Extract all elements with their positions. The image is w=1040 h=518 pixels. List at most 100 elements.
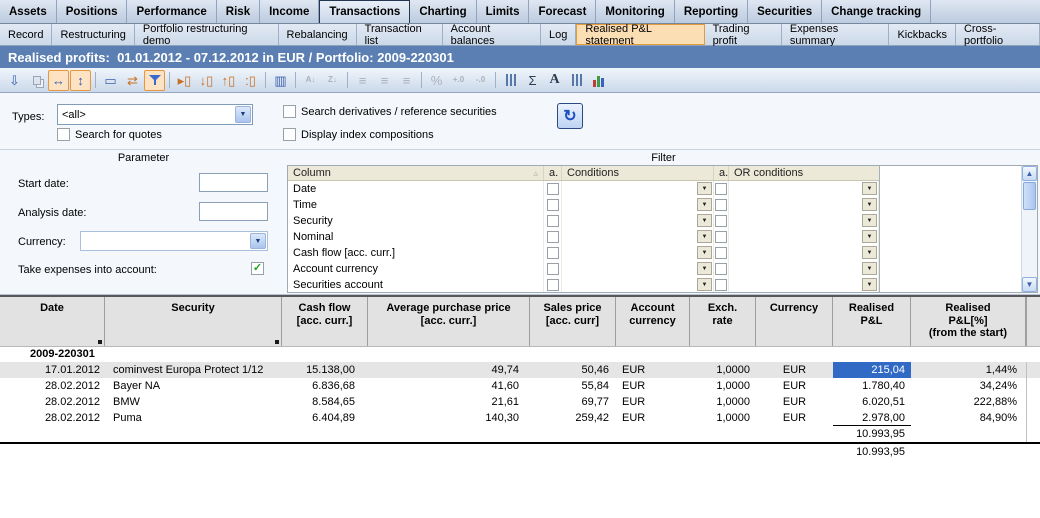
menu-item-positions[interactable]: Positions bbox=[57, 0, 128, 23]
and-checkbox[interactable] bbox=[546, 247, 559, 259]
menu-item-securities[interactable]: Securities bbox=[748, 0, 823, 23]
filter-header-or-conditions-4[interactable]: OR conditions bbox=[734, 167, 804, 179]
chevron-down-icon[interactable]: ▼ bbox=[250, 233, 266, 249]
tab-record[interactable]: Record bbox=[0, 24, 53, 45]
cell-date[interactable]: 28.02.2012 bbox=[44, 412, 100, 424]
cell-realised_pnl_pct[interactable]: 1,44% bbox=[911, 362, 1026, 378]
or-conditions-dropdown-icon[interactable]: ▼ bbox=[862, 198, 877, 211]
cell-account_currency[interactable]: EUR bbox=[622, 396, 646, 408]
display-index-option[interactable]: Display index compositions bbox=[283, 128, 434, 141]
cell-realised_pnl_pct[interactable]: 34,24% bbox=[979, 380, 1017, 392]
filter-row-cash-flow-acc-curr[interactable]: Cash flow [acc. curr.] ▼ ▼ bbox=[288, 245, 879, 261]
filter-header-column-0[interactable]: Column ▵ bbox=[288, 166, 544, 180]
tab-rebalancing[interactable]: Rebalancing bbox=[279, 24, 357, 45]
filter-row-time[interactable]: Time ▼ ▼ bbox=[288, 197, 879, 213]
filter-or-conditions-cell[interactable]: ▼ bbox=[729, 213, 879, 229]
filter-row-date[interactable]: Date ▼ ▼ bbox=[288, 181, 879, 197]
tab-expenses-summary[interactable]: Expenses summary bbox=[782, 23, 890, 47]
cell-cash_flow[interactable]: 6.404,89 bbox=[312, 412, 355, 424]
cell-currency[interactable]: EUR bbox=[756, 362, 833, 378]
types-dropdown[interactable]: <all> ▼ bbox=[57, 104, 253, 125]
filter-conditions-cell[interactable]: ▼ bbox=[562, 261, 714, 277]
cell-realised_pnl[interactable]: 6.020,51 bbox=[862, 396, 905, 408]
filter-row-account-currency[interactable]: Account currency ▼ ▼ bbox=[288, 261, 879, 277]
column-header-exch[interactable]: Exch. rate bbox=[690, 297, 756, 346]
new-window-icon[interactable]: ▭ bbox=[104, 72, 117, 88]
cell-realised_pnl[interactable]: 2.978,00 bbox=[833, 410, 911, 426]
cell-sales_price[interactable]: 259,42 bbox=[575, 412, 609, 424]
cell-cash_flow[interactable]: 15.138,00 bbox=[282, 362, 368, 378]
filter-or-conditions-cell[interactable]: ▼ bbox=[729, 197, 879, 213]
fit-width-icon[interactable]: ↔ bbox=[48, 69, 69, 91]
conditions-dropdown-icon[interactable]: ▼ bbox=[697, 182, 712, 195]
table-row-cominvest-europa-protect-1-12[interactable]: 17.01.2012 cominvest Europa Protect 1/12 1… bbox=[0, 362, 1040, 378]
cell-realised_pnl[interactable]: 215,04 bbox=[833, 362, 911, 378]
add-column-icon[interactable]: ▸▯ bbox=[177, 72, 192, 88]
menu-item-forecast[interactable]: Forecast bbox=[529, 0, 597, 23]
insert-column-icon[interactable]: ↓▯ bbox=[199, 72, 214, 88]
table-row-puma[interactable]: 28.02.2012 Puma 6.404,89 140,30 259,42 EUR 1,0… bbox=[0, 410, 1040, 426]
or-conditions-dropdown-icon[interactable]: ▼ bbox=[862, 246, 877, 259]
conditions-dropdown-icon[interactable]: ▼ bbox=[697, 230, 712, 243]
filter-row-securities-account[interactable]: Securities account ▼ ▼ bbox=[288, 277, 879, 292]
conditions-dropdown-icon[interactable]: ▼ bbox=[697, 262, 712, 275]
cell-date[interactable]: 17.01.2012 bbox=[0, 362, 105, 378]
column-options-icon[interactable]: :▯ bbox=[245, 72, 256, 88]
tab-portfolio-restructuring-demo[interactable]: Portfolio restructuring demo bbox=[135, 23, 279, 47]
cell-exch_rate[interactable]: 1,0000 bbox=[716, 380, 750, 392]
cell-account_currency[interactable]: EUR bbox=[622, 380, 646, 392]
or-conditions-dropdown-icon[interactable]: ▼ bbox=[862, 262, 877, 275]
scrollbar-thumb[interactable] bbox=[1023, 182, 1036, 210]
column-header-average-purchase-price[interactable]: Average purchase price [acc. curr.] bbox=[368, 297, 530, 346]
cell-exch_rate[interactable]: 1,0000 bbox=[716, 396, 750, 408]
filter-or-conditions-cell[interactable]: ▼ bbox=[729, 277, 879, 292]
column-header-cash-flow[interactable]: Cash flow [acc. curr.] bbox=[282, 297, 368, 346]
tab-account-balances[interactable]: Account balances bbox=[443, 23, 541, 47]
filter-conditions-cell[interactable]: ▼ bbox=[562, 245, 714, 261]
or-conditions-dropdown-icon[interactable]: ▼ bbox=[862, 230, 877, 243]
search-derivatives-checkbox[interactable] bbox=[283, 105, 296, 118]
scroll-down-icon[interactable]: ▼ bbox=[1022, 277, 1037, 292]
filter-conditions-cell[interactable]: ▼ bbox=[562, 197, 714, 213]
search-quotes-checkbox[interactable] bbox=[57, 128, 70, 141]
menu-item-change-tracking[interactable]: Change tracking bbox=[822, 0, 932, 23]
cell-sales_price[interactable]: 55,84 bbox=[581, 380, 609, 392]
tab-restructuring[interactable]: Restructuring bbox=[52, 24, 135, 45]
cell-exch_rate[interactable]: 1,0000 bbox=[690, 362, 756, 378]
or-and-checkbox[interactable] bbox=[715, 263, 727, 275]
menu-item-limits[interactable]: Limits bbox=[477, 0, 530, 23]
chevron-down-icon[interactable]: ▼ bbox=[235, 106, 251, 123]
menu-item-risk[interactable]: Risk bbox=[217, 0, 261, 23]
column-header-security[interactable]: Security bbox=[105, 297, 282, 346]
conditions-dropdown-icon[interactable]: ▼ bbox=[697, 214, 712, 227]
cell-exch_rate[interactable]: 1,0000 bbox=[716, 412, 750, 424]
table-row-bmw[interactable]: 28.02.2012 BMW 8.584,65 21,61 69,77 EUR 1,0000… bbox=[0, 394, 1040, 410]
cell-security[interactable]: BMW bbox=[113, 396, 140, 408]
filter-header-a-3[interactable]: a. bbox=[714, 166, 729, 180]
column-header-realised[interactable]: Realised P&L bbox=[833, 297, 911, 346]
column-header-sales-price[interactable]: Sales price [acc. curr] bbox=[530, 297, 616, 346]
cell-security[interactable]: cominvest Europa Protect 1/12 bbox=[105, 362, 282, 378]
sum-icon[interactable]: Σ bbox=[528, 72, 537, 88]
expenses-checkbox[interactable] bbox=[251, 262, 264, 275]
settings-icon[interactable] bbox=[566, 70, 587, 91]
refresh-button[interactable]: ↻ bbox=[557, 103, 583, 129]
filter-row-nominal[interactable]: Nominal ▼ ▼ bbox=[288, 229, 879, 245]
cell-currency[interactable]: EUR bbox=[782, 380, 807, 392]
start-date-input[interactable] bbox=[199, 173, 268, 192]
cell-avg_purchase_price[interactable]: 49,74 bbox=[368, 362, 530, 378]
menu-item-performance[interactable]: Performance bbox=[127, 0, 217, 23]
tab-realised-p-l-statement[interactable]: Realised P&L statement bbox=[576, 23, 705, 47]
analysis-date-input[interactable] bbox=[199, 202, 268, 221]
menu-item-charting[interactable]: Charting bbox=[410, 0, 477, 23]
or-and-checkbox[interactable] bbox=[715, 247, 727, 259]
cell-realised_pnl_pct[interactable]: 84,90% bbox=[979, 412, 1017, 424]
and-checkbox[interactable] bbox=[546, 263, 559, 275]
cell-account_currency[interactable]: EUR bbox=[616, 362, 690, 378]
filter-conditions-cell[interactable]: ▼ bbox=[562, 229, 714, 245]
tab-log[interactable]: Log bbox=[541, 24, 577, 45]
cell-currency[interactable]: EUR bbox=[782, 396, 807, 408]
filter-icon[interactable] bbox=[144, 69, 165, 91]
scroll-up-icon[interactable]: ▲ bbox=[1022, 166, 1037, 181]
cell-cash_flow[interactable]: 8.584,65 bbox=[312, 396, 355, 408]
